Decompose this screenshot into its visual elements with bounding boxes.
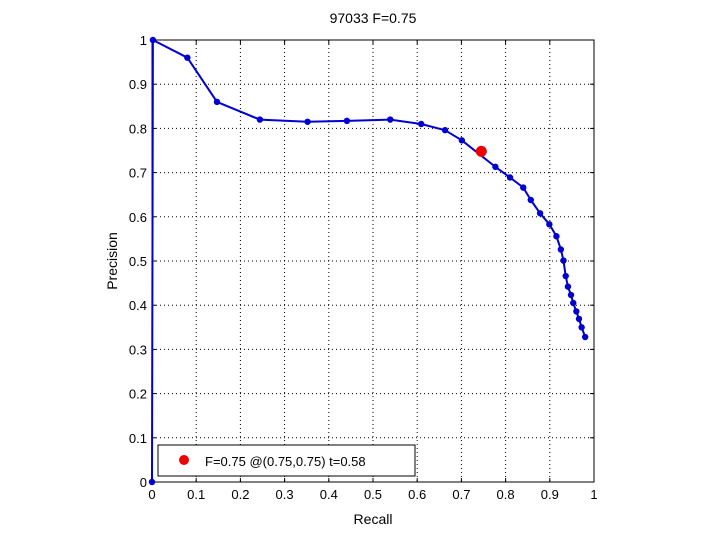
data-point [573, 308, 580, 315]
x-tick-label: 0.5 [364, 487, 382, 502]
y-tick-label: 0.7 [129, 166, 147, 181]
data-point [458, 137, 466, 144]
data-point [417, 120, 425, 128]
y-tick-label: 0.8 [129, 121, 147, 136]
data-point [575, 315, 583, 323]
y-tick-label: 0.2 [129, 387, 147, 402]
data-point [581, 333, 589, 341]
x-tick-label: 0.8 [497, 487, 515, 502]
x-tick-label: 0.9 [541, 487, 559, 502]
ticks: 0 0.1 0.2 0.3 0.4 0.5 0.6 0.7 0.8 0.9 1 0 0.1 0.2 0.3 0… [129, 33, 598, 502]
y-axis-label: Precision [104, 232, 120, 290]
data-point [149, 36, 157, 44]
data-point [546, 221, 553, 228]
y-tick-label: 0 [140, 475, 147, 490]
y-tick-label: 0.9 [129, 77, 147, 92]
highlight-group [475, 145, 487, 157]
data-point [256, 116, 264, 123]
data-point [506, 174, 514, 181]
x-tick-label: 0.6 [408, 487, 426, 502]
y-tick-label: 1 [140, 33, 147, 48]
data-point [213, 98, 221, 106]
y-tick-label: 0.6 [129, 210, 147, 225]
data-point [557, 246, 565, 253]
grid [152, 40, 594, 482]
data-point [387, 116, 394, 123]
y-tick-label: 0.1 [129, 431, 147, 446]
y-tick-label: 0.4 [129, 298, 147, 313]
data-point [184, 54, 191, 61]
legend-marker [179, 455, 189, 465]
legend-box [157, 444, 416, 477]
y-tick-label: 0.3 [129, 342, 147, 357]
chart-title: 97033 F=0.75 [330, 10, 417, 26]
data-point [564, 283, 572, 290]
data-point [578, 324, 585, 331]
series-group [148, 36, 589, 486]
data-point [441, 126, 449, 134]
data-point [304, 118, 311, 125]
data-point [343, 117, 351, 125]
data-point [536, 210, 544, 217]
f-measure-point [475, 145, 487, 157]
x-tick-label: 0.1 [187, 487, 205, 502]
x-tick-label: 0.2 [231, 487, 249, 502]
data-point [527, 196, 534, 204]
data-point [492, 163, 499, 171]
data-point [562, 272, 569, 280]
x-axis-label: Recall [354, 511, 393, 527]
series-line [151, 39, 587, 483]
y-tick-label: 0.5 [129, 254, 147, 269]
x-tick-label: 1 [590, 487, 597, 502]
data-point [570, 299, 577, 307]
legend-text: F=0.75 @(0.75,0.75) t=0.58 [205, 454, 366, 469]
legend: F=0.75 @(0.75,0.75) t=0.58 [157, 444, 416, 477]
data-point [553, 233, 560, 240]
x-tick-label: 0 [148, 487, 155, 502]
x-tick-label: 0.4 [320, 487, 338, 502]
data-point [567, 291, 575, 299]
x-tick-label: 0.3 [276, 487, 294, 502]
data-point [520, 184, 527, 191]
x-tick-label: 0.7 [452, 487, 470, 502]
data-point [148, 478, 156, 486]
data-point [560, 257, 567, 264]
